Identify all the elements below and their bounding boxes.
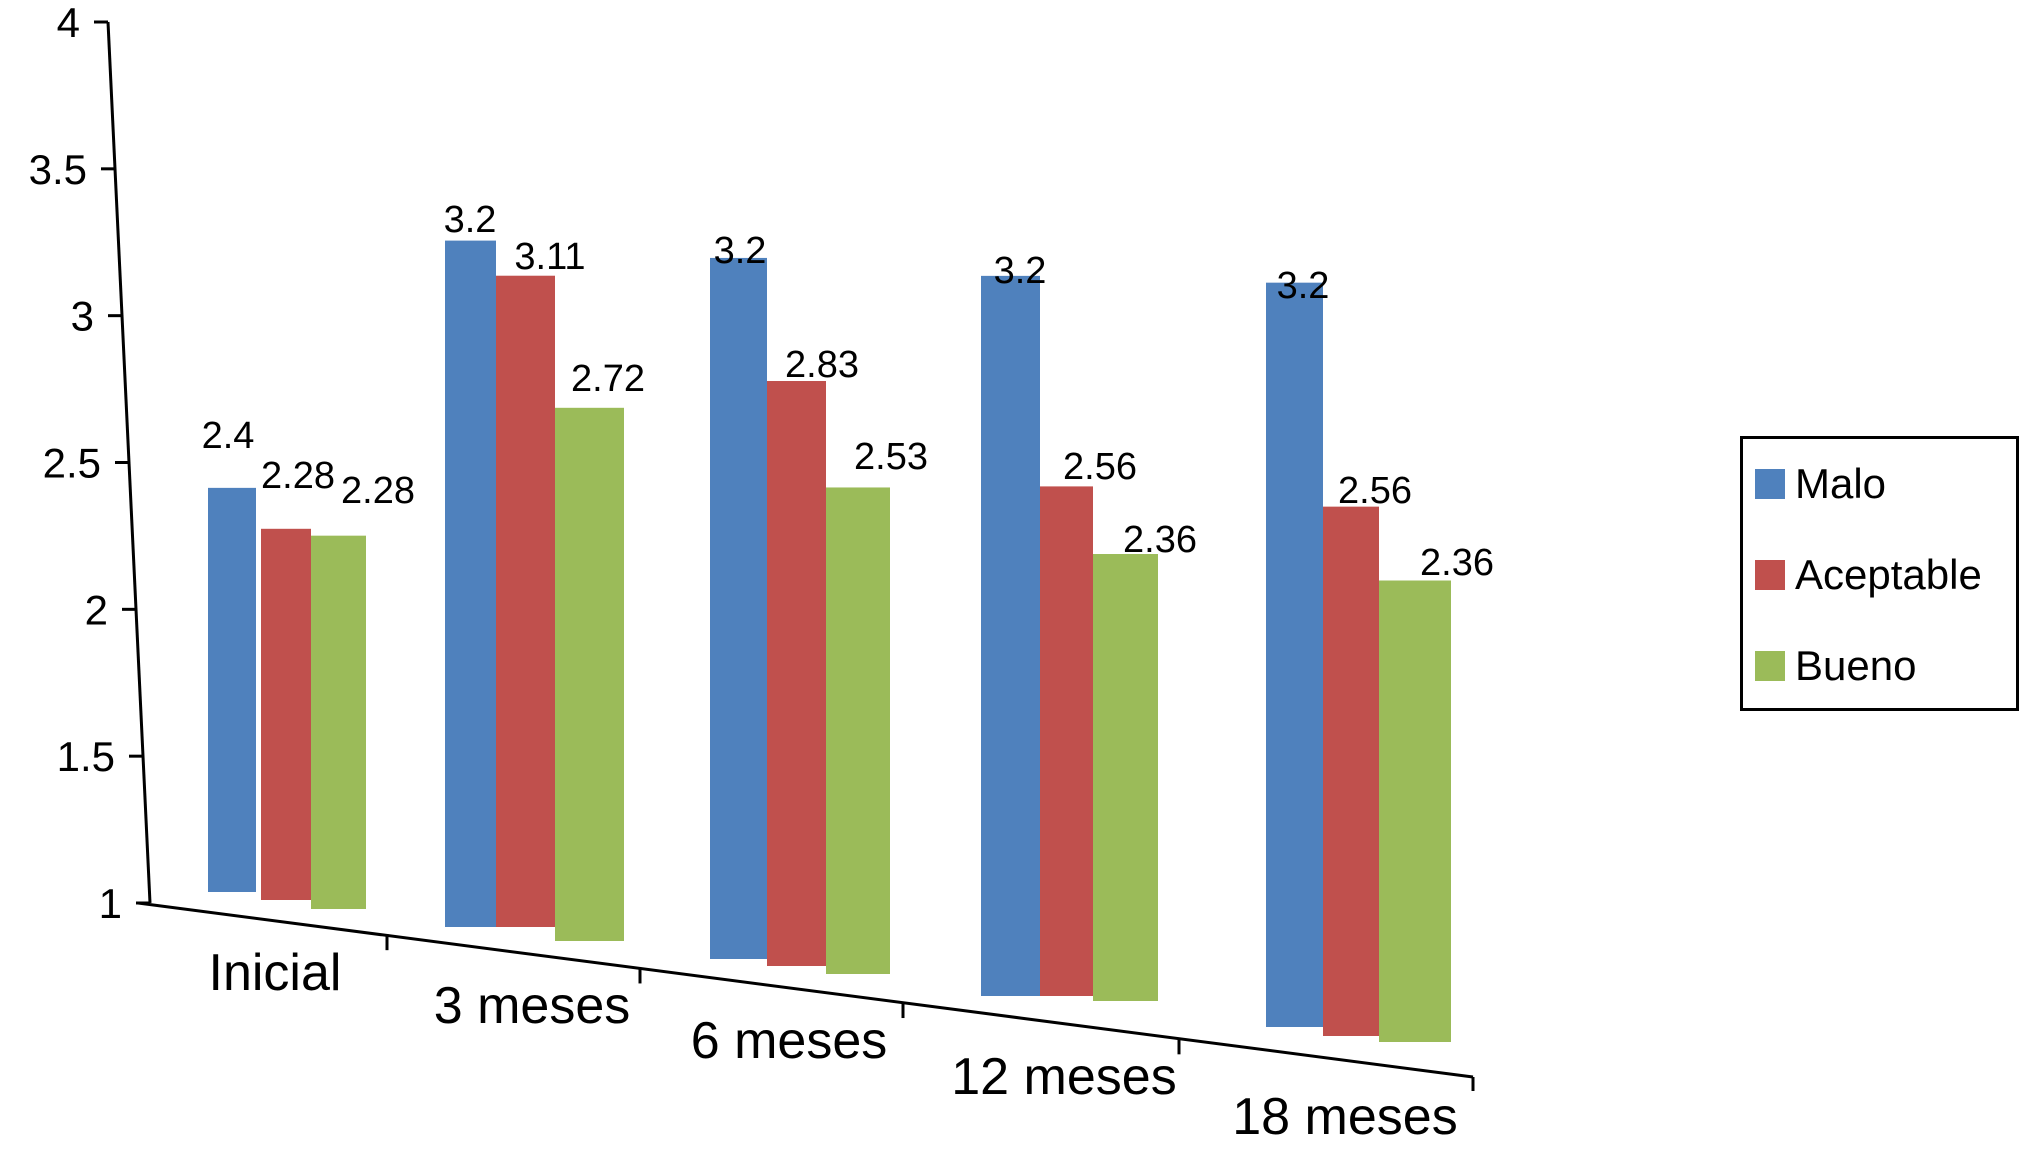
x-tick-label-18-meses: 18 meses <box>1232 1088 1457 1146</box>
data-label-aceptable-18-meses: 2.56 <box>1338 470 1412 512</box>
legend-label-aceptable: Aceptable <box>1795 551 1982 598</box>
y-tick-label: 3 <box>71 293 94 340</box>
bar-malo-inicial <box>208 487 256 892</box>
data-label-bueno-18-meses: 2.36 <box>1420 542 1494 584</box>
bar-bueno-18-meses <box>1379 580 1451 1042</box>
x-tick-label-6-meses: 6 meses <box>691 1012 888 1070</box>
bar-bueno-inicial <box>311 535 366 909</box>
data-label-aceptable-inicial: 2.28 <box>261 455 335 497</box>
data-label-malo-inicial: 2.4 <box>202 415 255 457</box>
y-tick-label: 1.5 <box>57 733 115 780</box>
bar-malo-12-meses <box>981 275 1040 996</box>
legend-swatch-bueno <box>1755 651 1785 681</box>
legend-label-bueno: Bueno <box>1795 642 1917 689</box>
bar-bueno-6-meses <box>826 487 890 974</box>
data-label-aceptable-3-meses: 3.11 <box>514 236 585 278</box>
x-tick-label-3-meses: 3 meses <box>434 977 631 1035</box>
legend-swatch-malo <box>1755 469 1785 499</box>
bar-aceptable-6-meses <box>767 381 826 966</box>
data-label-bueno-6-meses: 2.53 <box>854 436 928 478</box>
y-tick-label: 3.5 <box>29 146 87 193</box>
data-label-malo-18-meses: 3.2 <box>1277 265 1330 307</box>
data-label-malo-6-meses: 3.2 <box>714 230 767 272</box>
bar-bueno-3-meses <box>555 407 624 941</box>
y-tick-label: 1 <box>99 880 122 927</box>
data-labels: 2.4 3.2 3.2 3.2 3.2 2.28 3.11 2.83 2.56 2.56 2.28 2… <box>202 199 1494 584</box>
legend-item-bueno: Bueno <box>1755 642 1917 689</box>
bar-bueno-12-meses <box>1093 554 1158 1001</box>
data-label-bueno-inicial: 2.28 <box>341 470 415 512</box>
bar-aceptable-12-meses <box>1040 486 1093 996</box>
x-axis-line <box>137 901 1474 1079</box>
y-tick-label: 2.5 <box>43 440 101 487</box>
y-tick-label: 4 <box>57 0 80 46</box>
data-label-malo-12-meses: 3.2 <box>994 250 1047 292</box>
legend-item-aceptable: Aceptable <box>1755 551 1982 598</box>
data-label-bueno-3-meses: 2.72 <box>571 358 645 400</box>
legend-label-malo: Malo <box>1795 460 1887 507</box>
data-label-malo-3-meses: 3.2 <box>444 199 497 241</box>
bar-aceptable-inicial <box>261 528 311 900</box>
bar-aceptable-3-meses <box>496 275 555 927</box>
bar-malo-3-meses <box>445 240 496 928</box>
legend-item-malo: Malo <box>1755 460 1887 507</box>
x-tick-label-inicial: Inicial <box>209 944 342 1002</box>
x-tick-label-12-meses: 12 meses <box>951 1048 1176 1106</box>
data-label-bueno-12-meses: 2.36 <box>1123 519 1197 561</box>
legend: Malo Aceptable Bueno <box>1740 436 2019 711</box>
bars <box>208 240 1451 1042</box>
y-tick-label: 2 <box>85 586 108 633</box>
data-label-aceptable-6-meses: 2.83 <box>785 344 859 386</box>
data-label-aceptable-12-meses: 2.56 <box>1063 446 1137 488</box>
bar-malo-6-meses <box>710 257 767 959</box>
bar-aceptable-18-meses <box>1323 506 1379 1036</box>
bar-malo-18-meses <box>1266 282 1323 1028</box>
legend-swatch-aceptable <box>1755 560 1785 590</box>
